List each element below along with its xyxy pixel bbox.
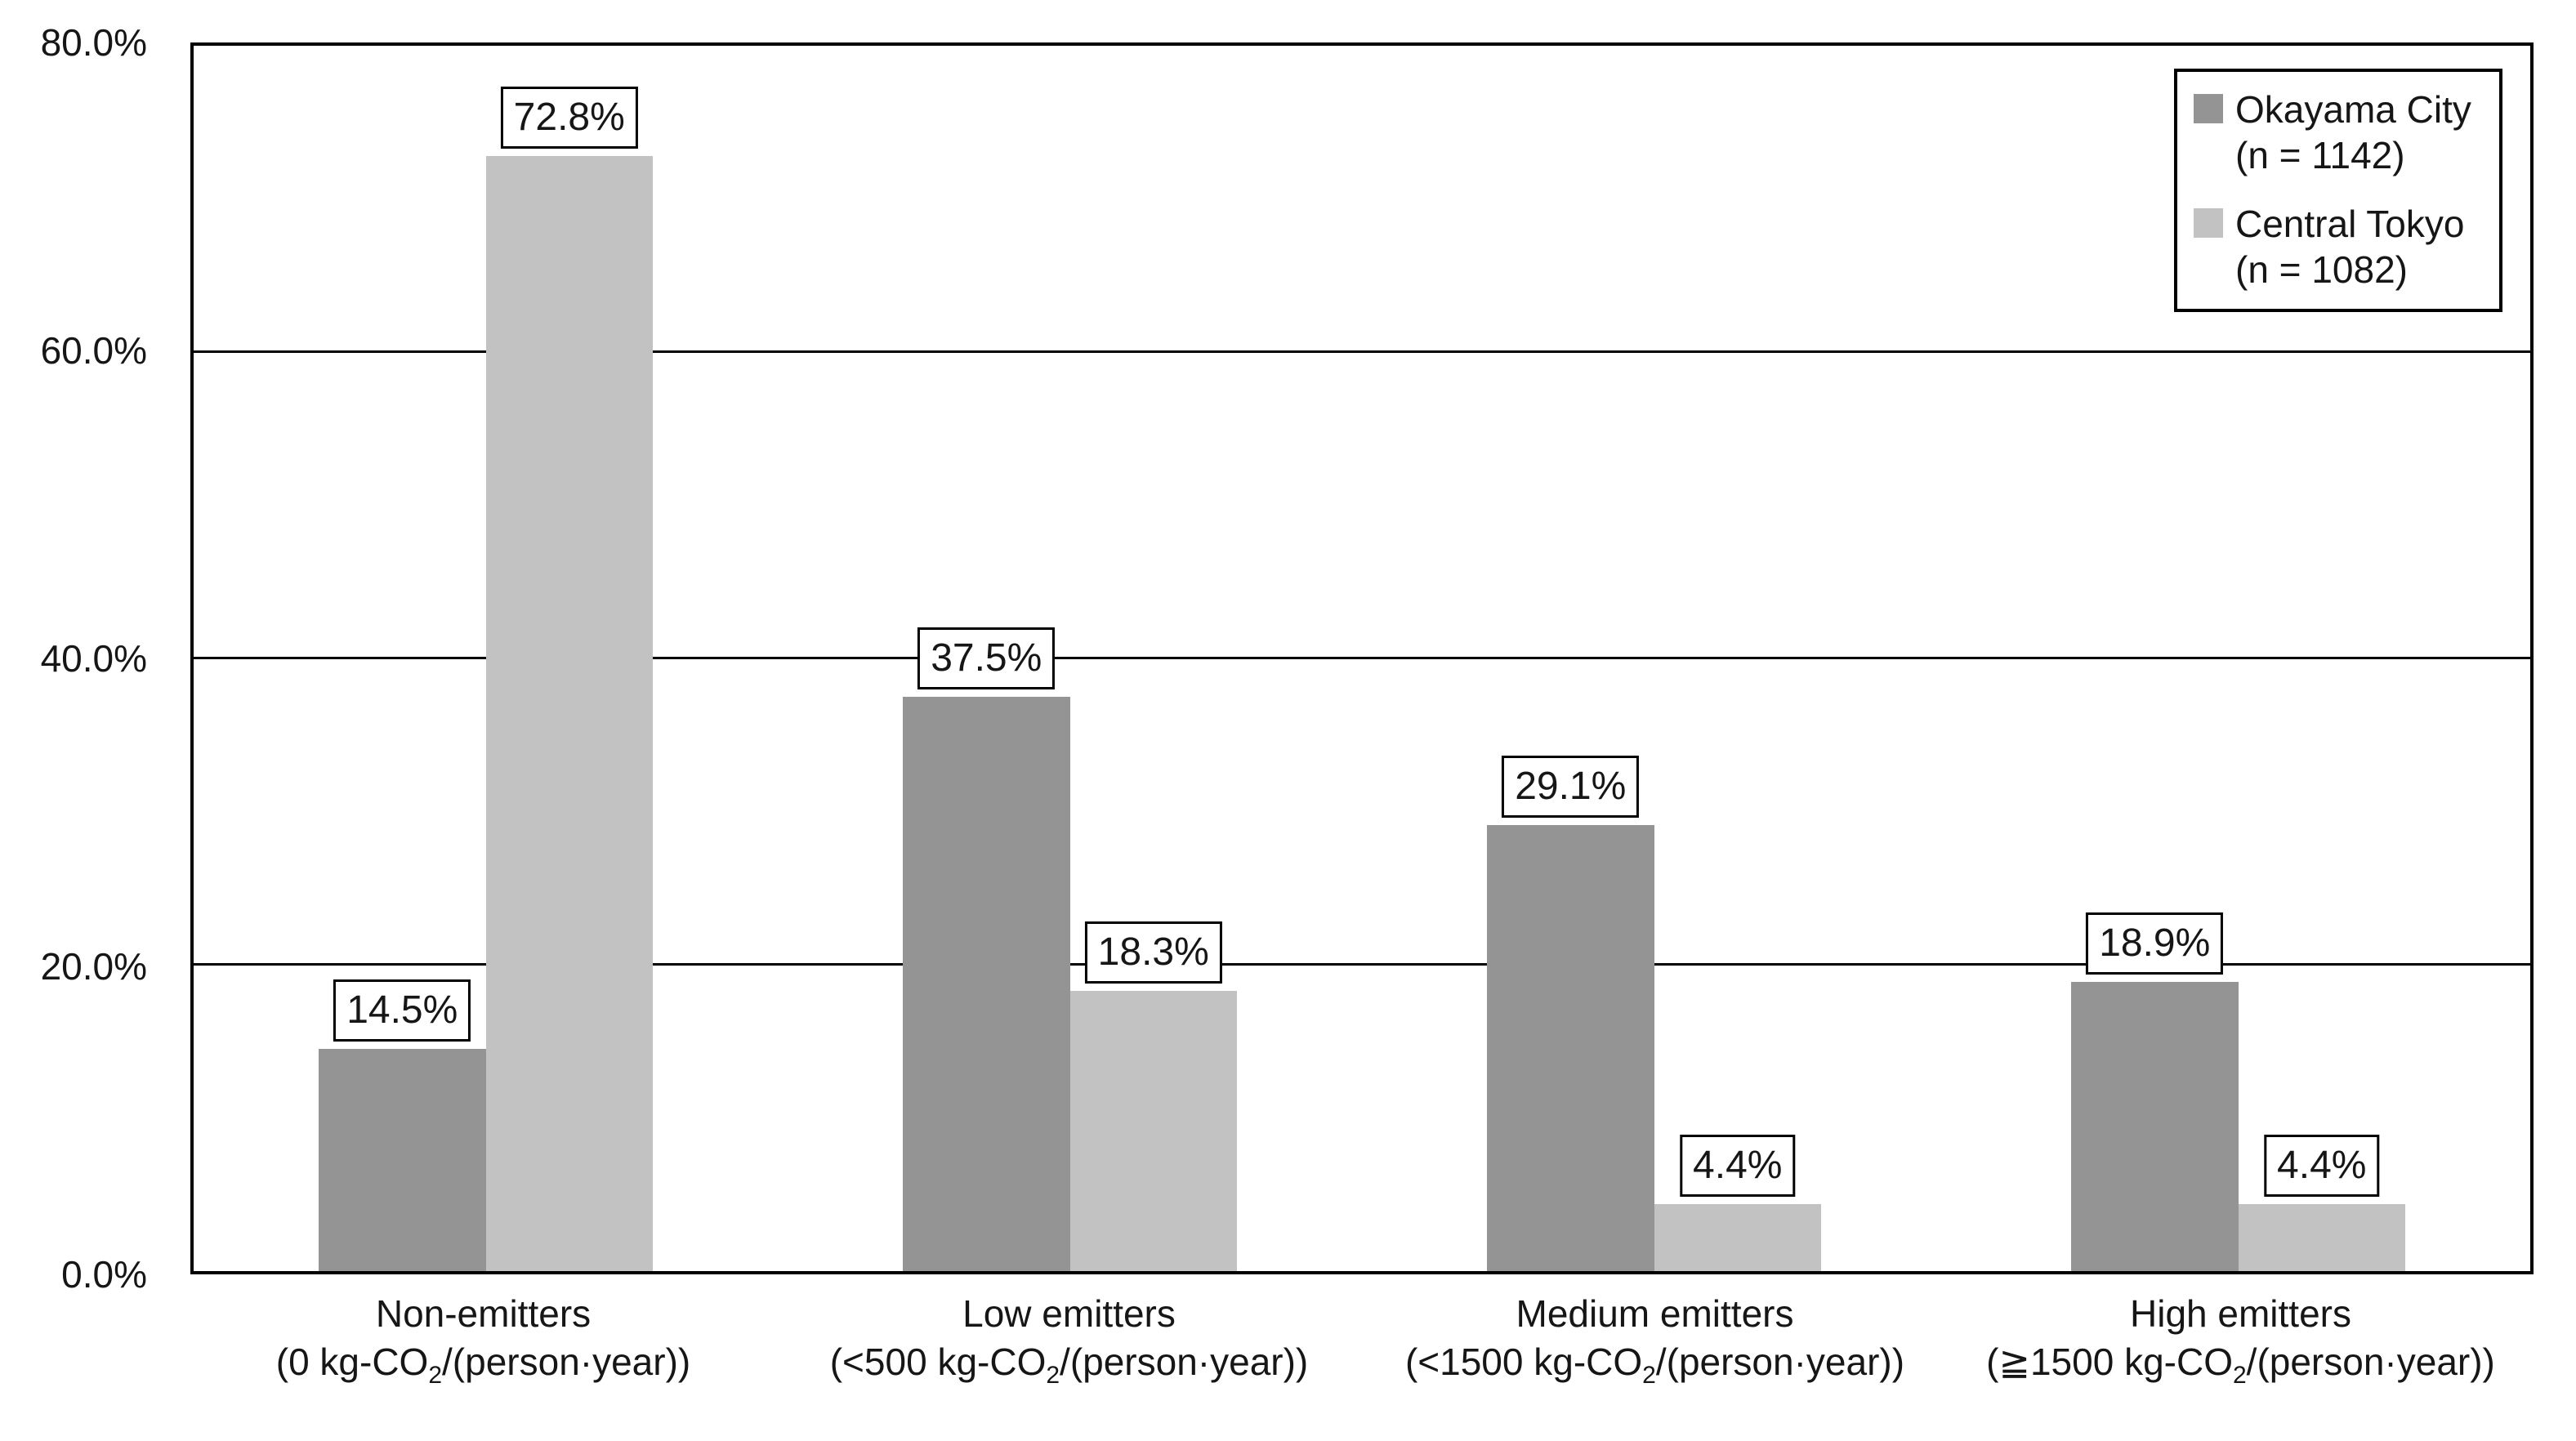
y-tick-80: 80.0% bbox=[40, 21, 147, 64]
y-tick-0: 0.0% bbox=[61, 1253, 147, 1296]
bar-tokyo-low-emitters: 18.3% bbox=[1069, 921, 1237, 1271]
bar-tokyo-medium-emitters: 4.4% bbox=[1654, 1134, 1821, 1271]
legend-series-name: Okayama City bbox=[2235, 88, 2471, 131]
category-label-medium-emitters: Medium emitters (<1500 kg-CO2/(person·ye… bbox=[1362, 1291, 1948, 1399]
category-label-high-emitters: High emitters (≧1500 kg-CO2/(person·year… bbox=[1948, 1291, 2534, 1399]
legend-item-okayama: Okayama City (n = 1142) bbox=[2194, 87, 2484, 178]
plot-area: 14.5% 72.8% 37.5% 18.3% 29.1% bbox=[190, 42, 2534, 1274]
gridline-60 bbox=[194, 350, 2530, 353]
legend-series-n: (n = 1082) bbox=[2235, 248, 2408, 291]
legend-series-name: Central Tokyo bbox=[2235, 203, 2465, 245]
category-range: (<500 kg-CO2/(person·year)) bbox=[829, 1341, 1309, 1389]
data-label-okayama-high-emitters: 18.9% bbox=[2086, 912, 2224, 975]
bar-okayama-low-emitters: 37.5% bbox=[903, 627, 1070, 1271]
category-name: Medium emitters bbox=[1516, 1292, 1794, 1335]
category-range: (≧1500 kg-CO2/(person·year)) bbox=[1986, 1341, 2495, 1389]
data-label-okayama-non-emitters: 14.5% bbox=[333, 979, 471, 1042]
legend-text-okayama: Okayama City (n = 1142) bbox=[2235, 87, 2471, 178]
bar-group-low-emitters: 37.5% 18.3% bbox=[778, 46, 1362, 1271]
bar-groups: 14.5% 72.8% 37.5% 18.3% 29.1% bbox=[194, 46, 2530, 1271]
category-name: Low emitters bbox=[962, 1292, 1176, 1335]
gridline-20 bbox=[194, 963, 2530, 966]
y-tick-60: 60.0% bbox=[40, 329, 147, 372]
legend-swatch-okayama bbox=[2194, 94, 2223, 123]
bar-tokyo-high-emitters: 4.4% bbox=[2238, 1134, 2405, 1271]
data-label-tokyo-non-emitters: 72.8% bbox=[500, 87, 638, 149]
y-tick-40: 40.0% bbox=[40, 637, 147, 680]
data-label-tokyo-medium-emitters: 4.4% bbox=[1680, 1134, 1796, 1197]
data-label-okayama-medium-emitters: 29.1% bbox=[1502, 756, 1640, 819]
bar-okayama-high-emitters: 18.9% bbox=[2071, 912, 2239, 1271]
data-label-okayama-low-emitters: 37.5% bbox=[917, 627, 1056, 689]
y-tick-20: 20.0% bbox=[40, 945, 147, 988]
legend-item-tokyo: Central Tokyo (n = 1082) bbox=[2194, 201, 2484, 292]
legend-series-n: (n = 1142) bbox=[2235, 134, 2405, 176]
bar-group-high-emitters: 18.9% 4.4% bbox=[1946, 46, 2530, 1271]
category-name: High emitters bbox=[2130, 1292, 2351, 1335]
legend-swatch-tokyo bbox=[2194, 208, 2223, 238]
category-range: (<1500 kg-CO2/(person·year)) bbox=[1404, 1341, 1905, 1389]
gridline-40 bbox=[194, 657, 2530, 659]
bar-group-non-emitters: 14.5% 72.8% bbox=[194, 46, 778, 1271]
x-axis: Non-emitters (0 kg-CO2/(person·year)) Lo… bbox=[190, 1291, 2534, 1399]
category-name: Non-emitters bbox=[375, 1292, 592, 1335]
legend-text-tokyo: Central Tokyo (n = 1082) bbox=[2235, 201, 2464, 292]
bar-okayama-non-emitters: 14.5% bbox=[319, 979, 486, 1271]
bar-group-medium-emitters: 29.1% 4.4% bbox=[1362, 46, 1946, 1271]
category-label-low-emitters: Low emitters (<500 kg-CO2/(person·year)) bbox=[776, 1291, 1362, 1399]
legend: Okayama City (n = 1142) Central Tokyo (n… bbox=[2174, 69, 2502, 312]
bar-okayama-medium-emitters: 29.1% bbox=[1487, 756, 1654, 1271]
y-axis: 80.0% 60.0% 40.0% 20.0% 0.0% bbox=[0, 0, 152, 1441]
data-label-tokyo-high-emitters: 4.4% bbox=[2264, 1134, 2380, 1197]
category-range: (0 kg-CO2/(person·year)) bbox=[275, 1341, 691, 1389]
data-label-tokyo-low-emitters: 18.3% bbox=[1084, 921, 1222, 984]
bar-tokyo-non-emitters: 72.8% bbox=[485, 87, 653, 1271]
category-label-non-emitters: Non-emitters (0 kg-CO2/(person·year)) bbox=[190, 1291, 776, 1399]
